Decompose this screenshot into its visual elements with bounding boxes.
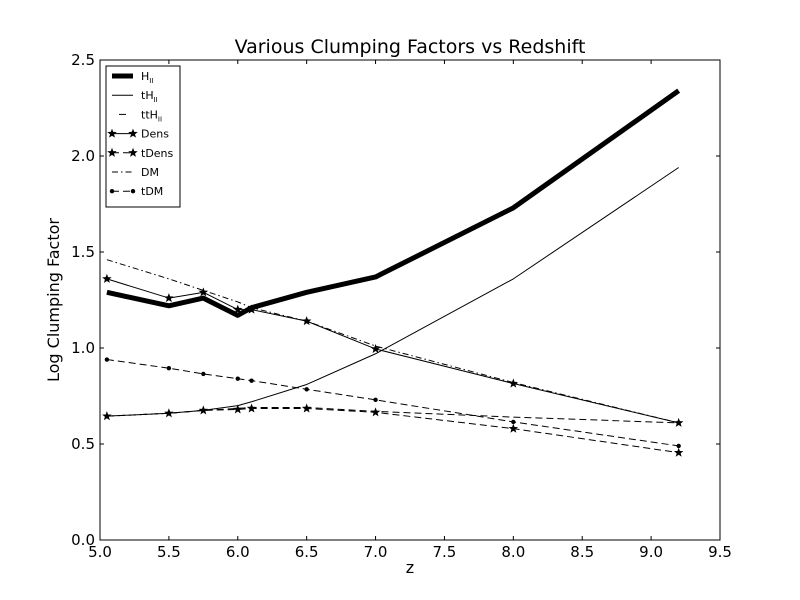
y-tick-label: 0.0 [71, 531, 95, 549]
legend-subscript: II [154, 96, 158, 104]
data-point-tdm [104, 357, 110, 362]
legend-marker-tdens [107, 147, 117, 157]
legend-marker-tdm [109, 189, 115, 194]
y-tick-label: 2.0 [71, 147, 95, 165]
y-tick-label: 2.5 [71, 51, 95, 69]
series-line-dm [106, 259, 679, 424]
data-point-dens [198, 287, 209, 297]
x-axis-label: z [406, 558, 414, 577]
data-point-dens [233, 304, 243, 314]
x-tick-label: 8.0 [501, 543, 525, 561]
data-point-tdm [201, 371, 206, 377]
legend-box [105, 65, 181, 208]
x-tick-label: 6.5 [295, 543, 319, 561]
data-point-tdm [511, 419, 516, 425]
data-point-dens [508, 378, 519, 388]
plot-frame [99, 59, 721, 541]
legend-label-tdm: tDM [141, 185, 163, 198]
y-tick-label: 0.5 [71, 435, 95, 453]
series-line-tdens [106, 407, 679, 454]
data-point-tdm [166, 365, 172, 371]
x-tick-label: 8.5 [570, 543, 594, 561]
legend-label-tdens: tDens [141, 147, 174, 160]
data-point-tdm [676, 443, 681, 449]
data-point-dens [246, 304, 257, 314]
y-tick-label: 1.0 [71, 339, 95, 357]
data-point-tdm [235, 376, 240, 381]
y-tick-label: 1.5 [71, 243, 95, 261]
legend-label-thii: tHII [141, 89, 158, 104]
data-point-dens [301, 316, 312, 326]
data-point-tdens [370, 407, 381, 417]
axis-ticks: 5.0 5.5 6.0 6.5 7.0 7.5 8.0 8.5 9.0 9.5 0.0 0.5 1.0 1… [71, 51, 732, 561]
x-tick-label: 7.5 [433, 543, 457, 561]
data-point-dens [102, 273, 112, 283]
legend-marker-dens [107, 128, 117, 138]
legend-marker-dens [128, 128, 138, 138]
plot-area [102, 88, 684, 457]
x-tick-label: 6.0 [226, 543, 250, 561]
data-point-tdm [249, 378, 254, 383]
data-point-tdens [164, 408, 174, 418]
data-point-tdens [246, 403, 257, 413]
x-tick-label: 9.5 [708, 543, 732, 561]
x-tick-label: 5.0 [88, 543, 112, 561]
data-point-tdens [673, 447, 684, 457]
data-point-dens [164, 293, 174, 303]
data-point-tdens [198, 405, 209, 415]
legend-subscript: II [149, 77, 153, 85]
data-point-tdm [304, 387, 309, 392]
series-line-thii [106, 167, 679, 417]
data-point-tdm [373, 397, 378, 403]
series-line-tthii [106, 407, 679, 424]
legend-label-tthii: ttHII [141, 108, 162, 123]
legend-label-dens: Dens [141, 128, 169, 141]
legend-marker-tdm [130, 189, 136, 194]
x-tick-label: 9.0 [639, 543, 663, 561]
data-point-tdens [102, 411, 112, 421]
series-line-hii [106, 88, 681, 318]
data-point-tdens [508, 423, 519, 433]
x-tick-label: 7.0 [364, 543, 388, 561]
y-axis-label: Log Clumping Factor [44, 218, 63, 382]
legend-marker-tdens [128, 147, 138, 157]
legend-label-dm: DM [141, 166, 159, 179]
x-tick-label: 5.5 [157, 543, 181, 561]
data-point-tdens [233, 404, 243, 414]
data-point-dens [370, 343, 381, 354]
data-point-tdens [301, 403, 312, 413]
chart-title: Various Clumping Factors vs Redshift [235, 36, 586, 58]
legend-subscript: II [158, 115, 162, 123]
